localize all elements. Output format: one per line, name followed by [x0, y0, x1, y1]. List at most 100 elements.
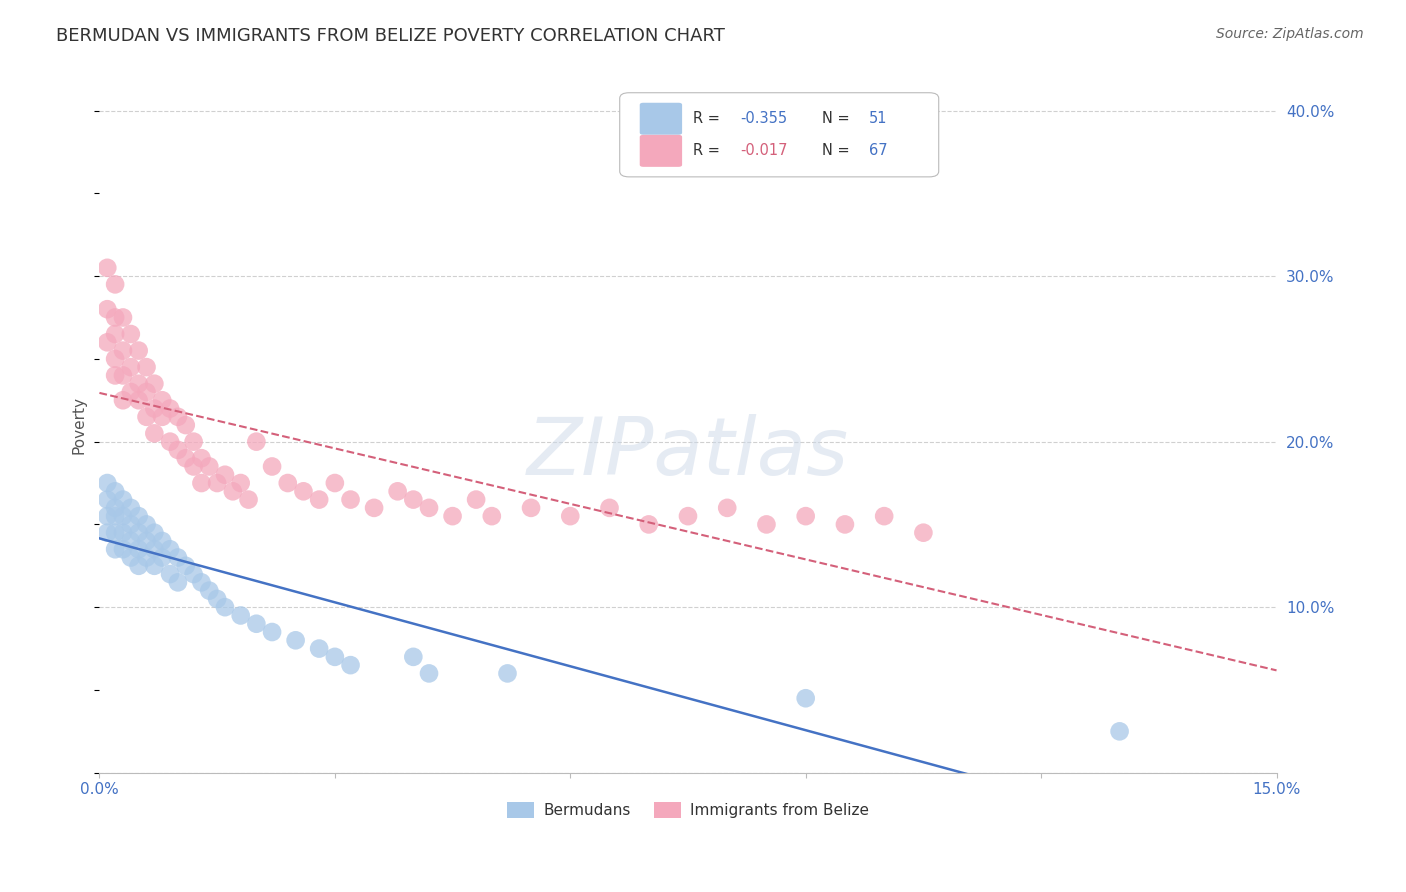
Point: [111, 310, 134, 325]
Point: [104, 310, 127, 325]
Point: [135, 550, 157, 565]
Point: [96, 492, 118, 507]
Text: N =: N =: [823, 144, 855, 159]
Point: [159, 434, 181, 449]
Point: [104, 326, 127, 341]
Point: [143, 525, 166, 540]
Point: [496, 666, 519, 681]
Point: [676, 509, 699, 524]
Point: [323, 649, 346, 664]
Point: [339, 492, 361, 507]
Point: [198, 583, 221, 598]
Point: [174, 558, 197, 573]
Point: [128, 525, 150, 540]
Point: [120, 550, 142, 565]
Text: ZIPatlas: ZIPatlas: [527, 414, 849, 491]
Point: [167, 575, 190, 590]
Point: [143, 401, 166, 416]
Y-axis label: Poverty: Poverty: [72, 396, 86, 454]
Point: [120, 517, 142, 532]
Point: [143, 376, 166, 391]
Point: [159, 567, 181, 582]
Point: [308, 492, 330, 507]
FancyBboxPatch shape: [640, 135, 682, 167]
Point: [190, 575, 212, 590]
Point: [111, 393, 134, 408]
Point: [120, 533, 142, 548]
Text: -0.017: -0.017: [740, 144, 787, 159]
Point: [120, 500, 142, 515]
Point: [284, 633, 307, 648]
Point: [481, 509, 503, 524]
Point: [755, 517, 778, 532]
Point: [245, 434, 267, 449]
Point: [441, 509, 464, 524]
Point: [159, 542, 181, 557]
Point: [111, 492, 134, 507]
Point: [183, 567, 205, 582]
Point: [292, 484, 315, 499]
Text: R =: R =: [693, 144, 724, 159]
Point: [174, 418, 197, 433]
Text: Source: ZipAtlas.com: Source: ZipAtlas.com: [1216, 27, 1364, 41]
Point: [96, 335, 118, 350]
Point: [339, 658, 361, 673]
Point: [120, 384, 142, 399]
Point: [104, 500, 127, 515]
Point: [262, 625, 284, 640]
Point: [111, 542, 134, 557]
Point: [418, 500, 440, 515]
Point: [111, 368, 134, 383]
Point: [150, 533, 173, 548]
Point: [135, 360, 157, 375]
Point: [104, 277, 127, 292]
Text: N =: N =: [823, 112, 855, 127]
Point: [111, 525, 134, 540]
Point: [150, 550, 173, 565]
Point: [205, 476, 228, 491]
Point: [135, 517, 157, 532]
Point: [128, 542, 150, 557]
Point: [198, 459, 221, 474]
Text: 67: 67: [869, 144, 887, 159]
Point: [323, 476, 346, 491]
Point: [245, 616, 267, 631]
Point: [1108, 724, 1130, 739]
Point: [387, 484, 409, 499]
Point: [128, 509, 150, 524]
Point: [159, 401, 181, 416]
Point: [363, 500, 385, 515]
Point: [308, 641, 330, 656]
Point: [104, 351, 127, 366]
FancyBboxPatch shape: [620, 93, 939, 177]
Point: [214, 600, 236, 615]
Point: [912, 525, 935, 540]
Point: [277, 476, 299, 491]
Point: [834, 517, 856, 532]
Point: [167, 409, 190, 424]
Point: [135, 533, 157, 548]
Point: [104, 368, 127, 383]
Point: [560, 509, 582, 524]
Point: [135, 384, 157, 399]
Point: [128, 343, 150, 358]
Point: [238, 492, 260, 507]
Point: [794, 691, 817, 706]
Text: 51: 51: [869, 112, 887, 127]
Text: BERMUDAN VS IMMIGRANTS FROM BELIZE POVERTY CORRELATION CHART: BERMUDAN VS IMMIGRANTS FROM BELIZE POVER…: [56, 27, 725, 45]
Point: [174, 451, 197, 466]
Point: [214, 467, 236, 482]
Point: [128, 393, 150, 408]
Point: [104, 484, 127, 499]
Point: [229, 608, 252, 623]
Point: [104, 509, 127, 524]
Point: [96, 476, 118, 491]
Point: [716, 500, 738, 515]
Point: [143, 542, 166, 557]
Point: [794, 509, 817, 524]
Point: [111, 509, 134, 524]
Point: [402, 492, 425, 507]
Point: [150, 393, 173, 408]
Point: [402, 649, 425, 664]
Point: [96, 509, 118, 524]
